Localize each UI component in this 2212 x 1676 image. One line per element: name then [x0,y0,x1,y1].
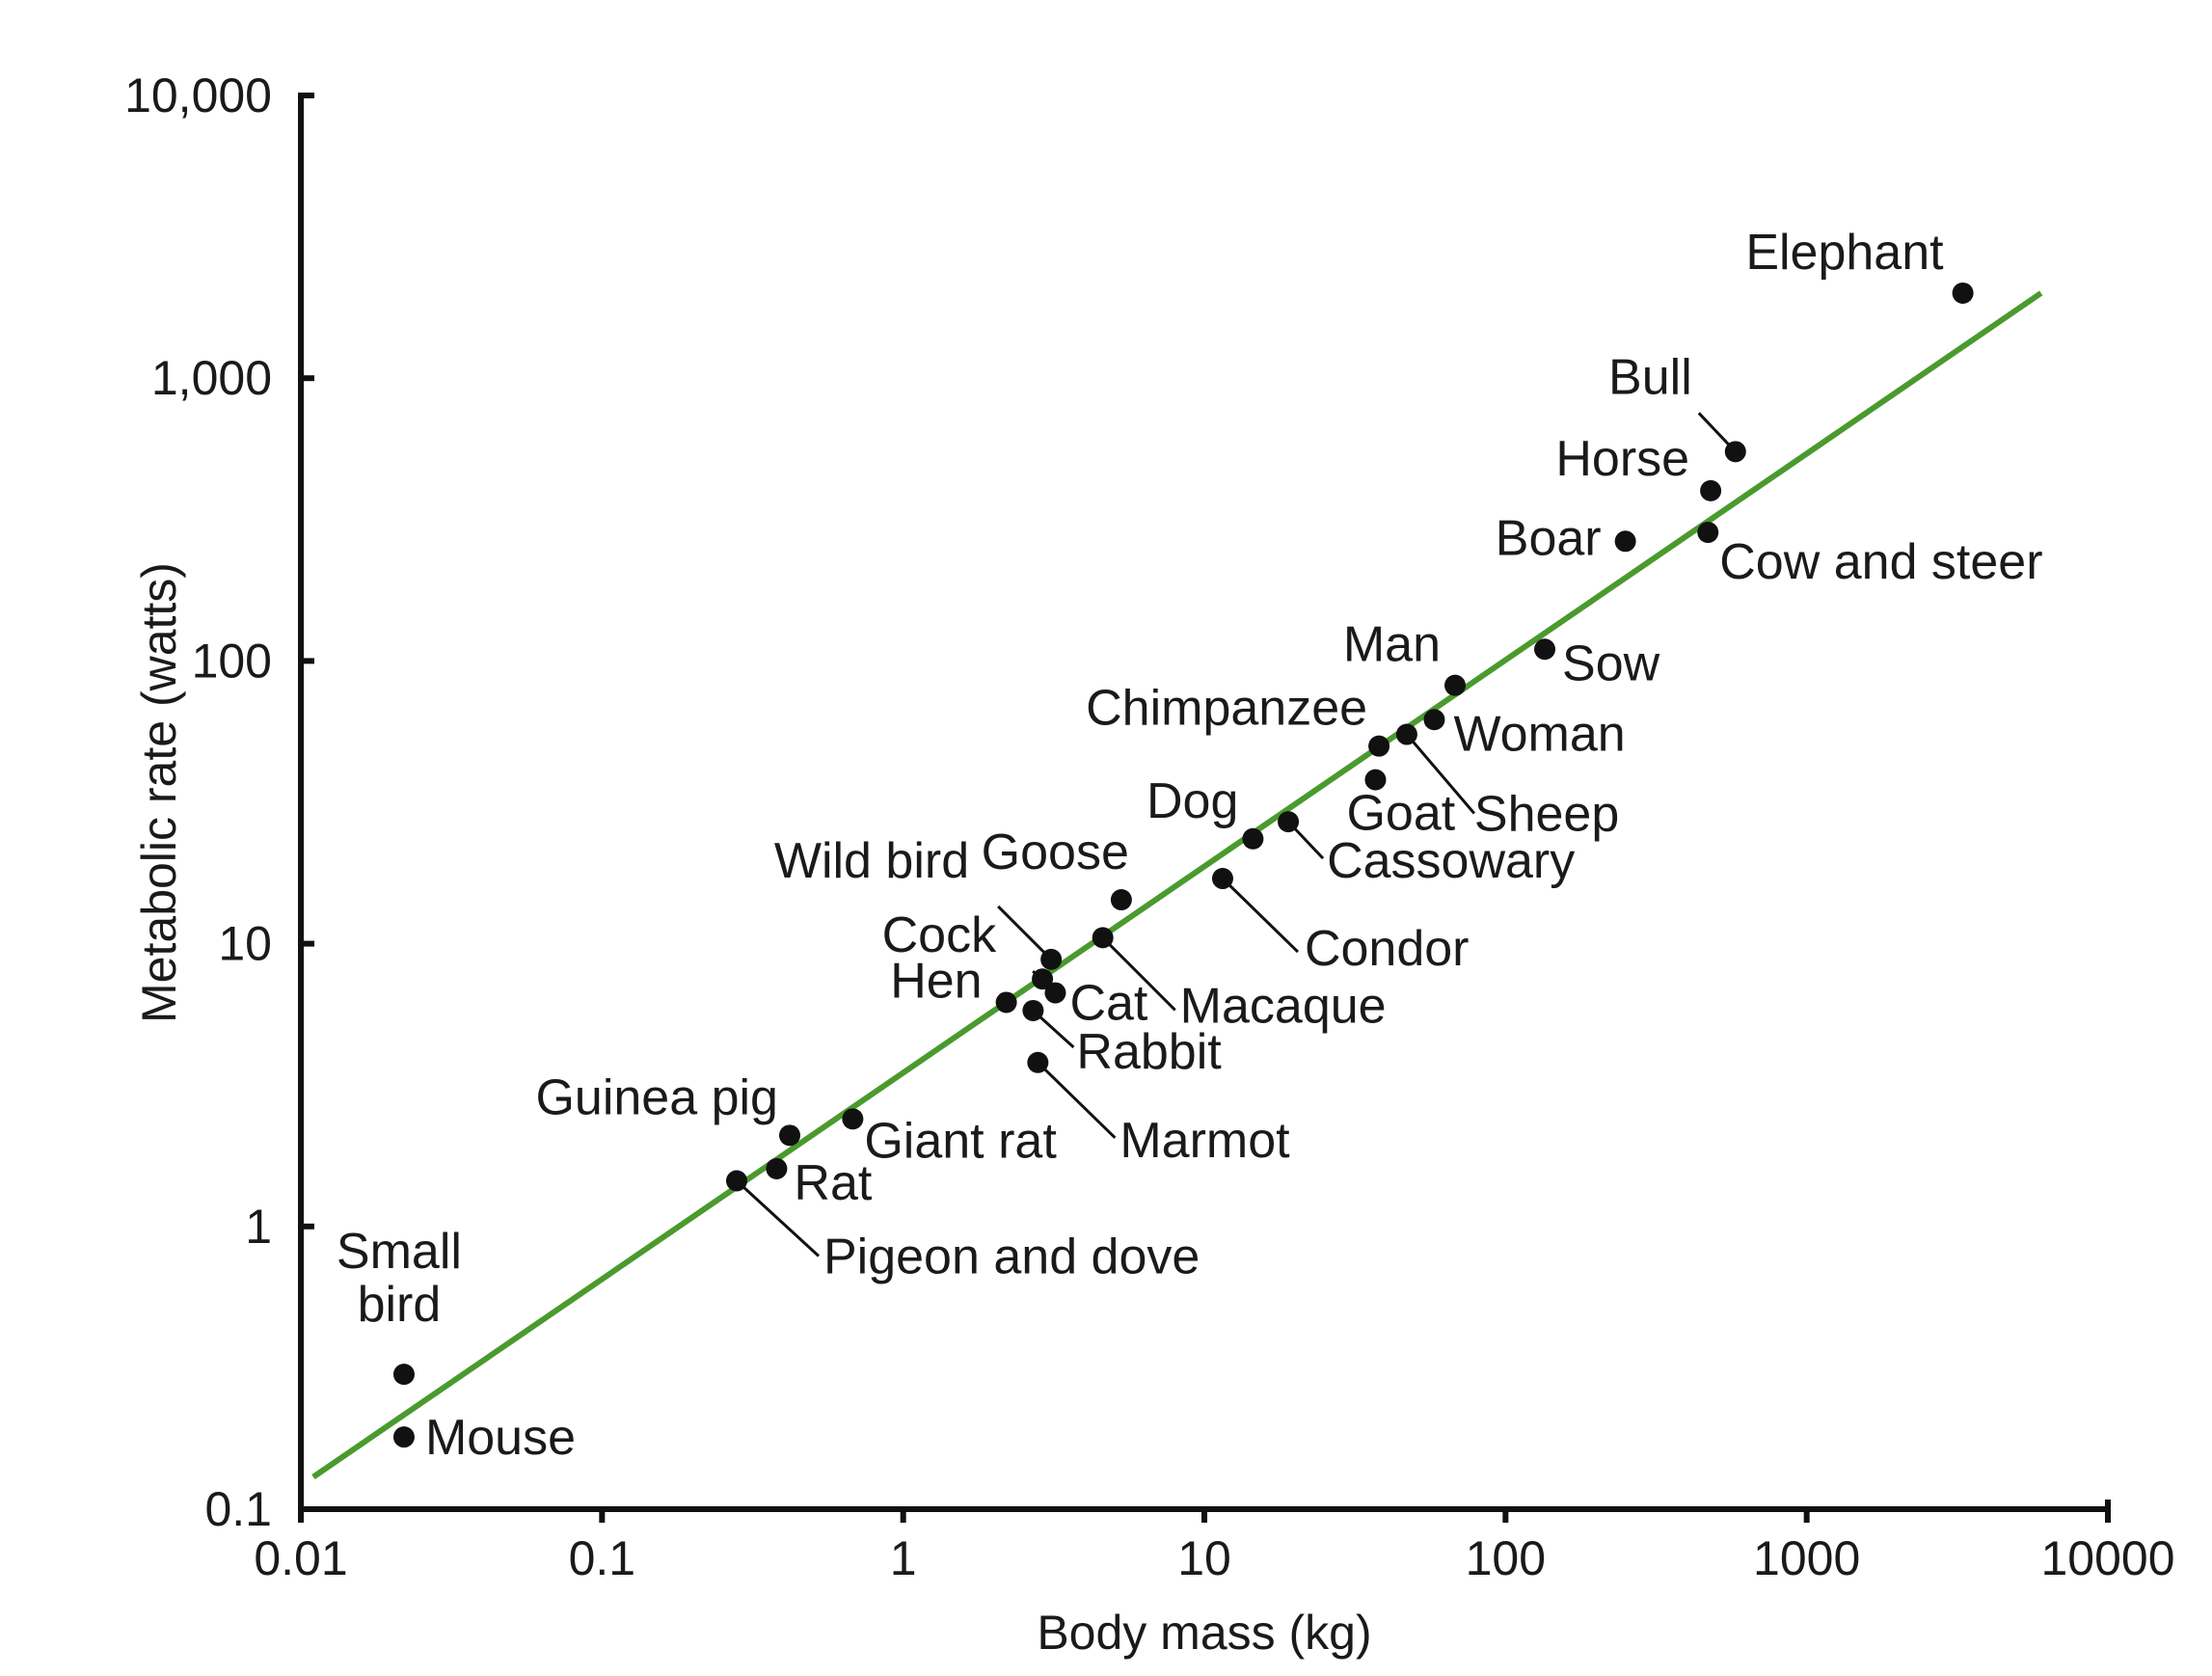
label-horse: Horse [1555,431,1689,487]
y-tick-label: 0.1 [204,1482,272,1536]
point-woman [1423,709,1445,731]
leader-wild-bird [997,905,1053,960]
y-tick-label: 10,000 [124,68,272,122]
label-cassowary: Cassowary [1327,833,1575,889]
point-goose [1110,889,1132,911]
label-boar: Boar [1496,510,1602,566]
y-tick-label: 1 [245,1200,272,1254]
label-small-bird: Small bird [337,1224,462,1333]
label-elephant: Elephant [1745,225,1944,281]
leader-rabbit [1032,1009,1075,1049]
leader-pigeon-and-dove [735,1179,821,1257]
leader-bull [1697,412,1737,453]
label-rabbit: Rabbit [1076,1024,1222,1080]
label-man: Man [1343,617,1441,673]
y-axis-title: Metabolic rate (watts) [132,562,186,1023]
x-tick-label: 1000 [1753,1531,1860,1585]
label-sheep: Sheep [1474,787,1619,843]
point-boar [1614,530,1636,553]
x-axis-title: Body mass (kg) [1037,1606,1371,1660]
point-rat [766,1157,788,1179]
label-cock: Cock [882,907,997,963]
x-tick-label: 100 [1466,1531,1546,1585]
point-cow-and-steer [1697,522,1719,544]
label-sow: Sow [1562,635,1660,691]
label-rat: Rat [794,1155,872,1211]
label-chimpanzee: Chimpanzee [1086,681,1367,737]
label-cat: Cat [1069,976,1147,1032]
label-bull: Bull [1608,349,1692,405]
label-cow-and-steer: Cow and steer [1719,534,2042,590]
point-horse [1700,479,1722,501]
label-guinea-pig: Guinea pig [535,1069,778,1125]
label-hen: Hen [890,953,982,1009]
point-goat [1364,769,1387,791]
label-pigeon-and-dove: Pigeon and dove [823,1229,1200,1284]
point-mouse [392,1426,415,1448]
y-tick-label: 1,000 [151,351,272,405]
label-wild-bird: Wild bird [774,833,969,889]
x-tick-label: 0.01 [254,1531,347,1585]
leader-macaque [1101,936,1176,1012]
label-goose: Goose [982,824,1129,880]
label-condor: Condor [1305,921,1470,977]
point-hen [995,991,1017,1014]
point-guinea-pig [778,1124,800,1147]
leader-cassowary [1286,821,1325,860]
point-chimpanzee [1368,735,1390,757]
label-mouse: Mouse [425,1410,576,1466]
point-small-bird [392,1364,415,1386]
point-giant-rat [842,1108,864,1130]
leader-cock [1032,970,1044,981]
label-woman: Woman [1453,706,1625,762]
leader-condor [1221,877,1300,954]
label-marmot: Marmot [1119,1113,1290,1169]
point-man [1444,674,1467,696]
label-dog: Dog [1146,773,1238,829]
leader-marmot [1037,1061,1117,1139]
x-tick-label: 0.1 [569,1531,636,1585]
label-macaque: Macaque [1180,978,1387,1034]
fit-line [311,290,2043,1480]
point-cat [1044,982,1066,1004]
leader-sheep [1405,733,1476,815]
x-tick-label: 1 [890,1531,917,1585]
y-tick-label: 10 [218,917,272,971]
label-goat: Goat [1346,786,1455,842]
x-tick-label: 10000 [2040,1531,2174,1585]
point-sow [1534,638,1556,661]
x-tick-label: 10 [1177,1531,1231,1585]
point-dog [1242,827,1264,850]
point-elephant [1952,282,1974,304]
label-giant-rat: Giant rat [864,1113,1057,1169]
y-tick-label: 100 [192,634,272,688]
